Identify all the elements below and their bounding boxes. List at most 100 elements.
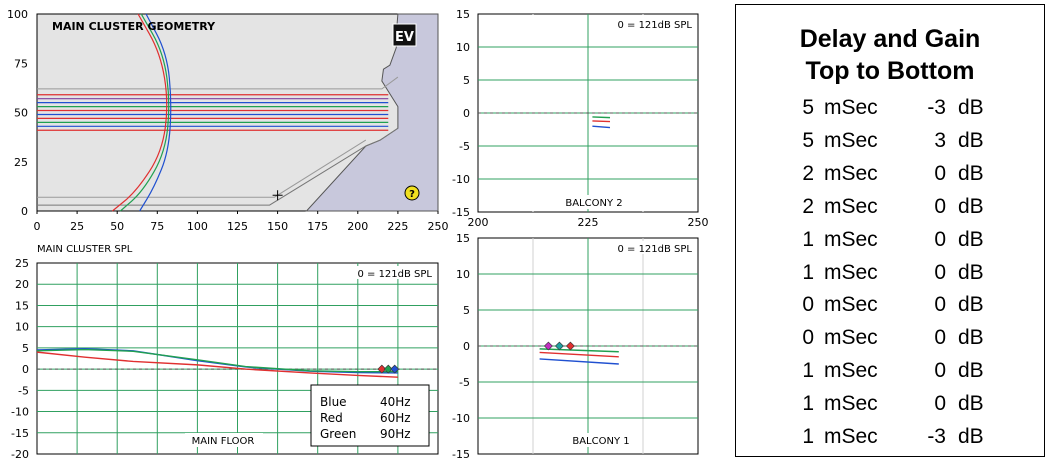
coverage-arc — [112, 13, 168, 212]
x-tick-label: 125 — [227, 220, 248, 233]
series-line — [539, 351, 619, 358]
table-row: 5 mSec 3 dB — [736, 124, 1046, 157]
y-tick-label: 25 — [15, 257, 29, 270]
spl-annotation: 0 = 121dB SPL — [357, 269, 432, 280]
y-tick-label: 10 — [456, 41, 470, 54]
delay-unit: mSec — [824, 260, 878, 284]
title-bg — [554, 195, 634, 209]
x-tick-label: 150 — [267, 220, 288, 233]
delay-value: 1 — [802, 392, 814, 416]
legend-value: 90Hz — [380, 427, 411, 441]
marker-diamond — [543, 341, 553, 351]
help-circle — [404, 185, 420, 201]
y-tick-label: 50 — [14, 107, 28, 120]
gain-value: -3 — [927, 425, 946, 448]
y-tick-label: 75 — [14, 57, 28, 70]
x-tick-label: 250 — [428, 220, 449, 233]
floor-line-inner — [37, 139, 367, 198]
chart-title: BALCONY 2 — [565, 198, 622, 209]
y-tick-label: -20 — [11, 448, 29, 461]
table-row: 1 mSec -3 dB — [736, 420, 1046, 453]
table-row: 0 mSec 0 dB — [736, 288, 1046, 321]
series-line — [36, 351, 398, 378]
table-row: 2 mSec 0 dB — [736, 157, 1046, 190]
gain-value: 0 — [934, 359, 946, 383]
table-row: 5 mSec -3 dB — [736, 91, 1046, 124]
chart-title: MAIN CLUSTER GEOMETRY — [52, 20, 216, 33]
delay-unit: mSec — [824, 359, 878, 383]
delay-gain-table: Delay and Gain Top to Bottom 5 mSec -3 dB 5 m… — [735, 4, 1045, 457]
table-title-line-2: Top to Bottom — [805, 57, 975, 85]
y-tick-label: 0 — [463, 340, 470, 353]
gain-value: 0 — [934, 392, 946, 416]
delay-unit: mSec — [824, 293, 878, 317]
stage-area — [305, 13, 439, 212]
balcony-1-chart: 15 10 5 0 -5 -10 -15 0 = 121dB SPL BALCONY 1 — [452, 232, 699, 461]
title-bg — [562, 433, 640, 447]
y-tick-label: 5 — [22, 342, 29, 355]
table-row: 0 mSec 0 dB — [736, 321, 1046, 354]
legend-label: Green — [320, 427, 356, 441]
help-icon: ? — [404, 185, 420, 201]
table-row: 1 mSec 0 dB — [736, 223, 1046, 256]
y-tick-label: -5 — [18, 384, 29, 397]
annotation-bg — [346, 266, 434, 279]
y-tick-label: 0 — [21, 205, 28, 218]
gain-unit: dB — [958, 128, 984, 152]
gain-value: 0 — [934, 293, 946, 317]
y-tick-label: -15 — [11, 427, 29, 440]
delay-unit: mSec — [824, 392, 878, 416]
spl-annotation: 0 = 121dB SPL — [617, 244, 692, 255]
title-bg — [30, 239, 180, 255]
y-tick-label: 10 — [456, 268, 470, 281]
table-row: 1 mSec 0 dB — [736, 387, 1046, 420]
ev-logo-icon: EV — [392, 23, 417, 47]
series-line — [592, 116, 611, 119]
delay-value: 2 — [802, 194, 814, 218]
y-tick-label: 0 — [463, 107, 470, 120]
main-spl-chart: 25 20 15 10 5 0 -5 -10 -15 -20 0 = 121dB SPL MAIN C… — [11, 239, 439, 461]
delay-value: 0 — [802, 326, 814, 350]
chart-title: MAIN CLUSTER SPL — [37, 244, 133, 255]
table-title: Delay and Gain Top to Bottom — [736, 23, 1044, 87]
y-tick-label: 15 — [15, 299, 29, 312]
y-tick-label: 0 — [22, 363, 29, 376]
y-tick-label: 10 — [15, 321, 29, 334]
x-tick-label: 175 — [307, 220, 328, 233]
gain-unit: dB — [958, 326, 984, 350]
delay-unit: mSec — [824, 194, 878, 218]
x-tick-label: 0 — [34, 220, 41, 233]
y-tick-label: 100 — [7, 8, 28, 21]
delay-value: 5 — [802, 128, 814, 152]
y-tick-label: 15 — [456, 232, 470, 245]
legend-label: Blue — [320, 395, 347, 409]
gain-unit: dB — [958, 96, 984, 119]
legend-value: 60Hz — [380, 411, 411, 425]
legend-value: 40Hz — [380, 395, 411, 409]
gain-value: -3 — [927, 96, 946, 119]
chart-title: BALCONY 1 — [572, 436, 629, 447]
y-tick-label: -10 — [452, 173, 470, 186]
delay-unit: mSec — [824, 96, 878, 119]
table-title-line-1: Delay and Gain — [799, 25, 981, 53]
y-tick-label: 5 — [463, 74, 470, 87]
floor-line — [37, 127, 399, 206]
x-tick-label: 225 — [578, 216, 599, 229]
series-line — [592, 125, 611, 129]
x-tick-label: 25 — [70, 220, 84, 233]
y-tick-label: -15 — [452, 206, 470, 219]
gain-value: 0 — [934, 161, 946, 185]
geometry-chart: EV? MAIN CLUSTER GEOMETRY 0 25 50 75 100 125 150… — [7, 8, 449, 233]
delay-value: 0 — [802, 293, 814, 317]
x-tick-label: 200 — [347, 220, 368, 233]
x-tick-label: 225 — [387, 220, 408, 233]
crosshair-icon — [272, 190, 283, 201]
chart-footer: MAIN FLOOR — [192, 436, 255, 447]
delay-unit: mSec — [824, 425, 878, 448]
y-tick-label: 20 — [15, 278, 29, 291]
y-tick-label: 5 — [463, 304, 470, 317]
table-row: 2 mSec 0 dB — [736, 190, 1046, 223]
marker-diamond — [565, 341, 575, 351]
gain-unit: dB — [958, 392, 984, 416]
